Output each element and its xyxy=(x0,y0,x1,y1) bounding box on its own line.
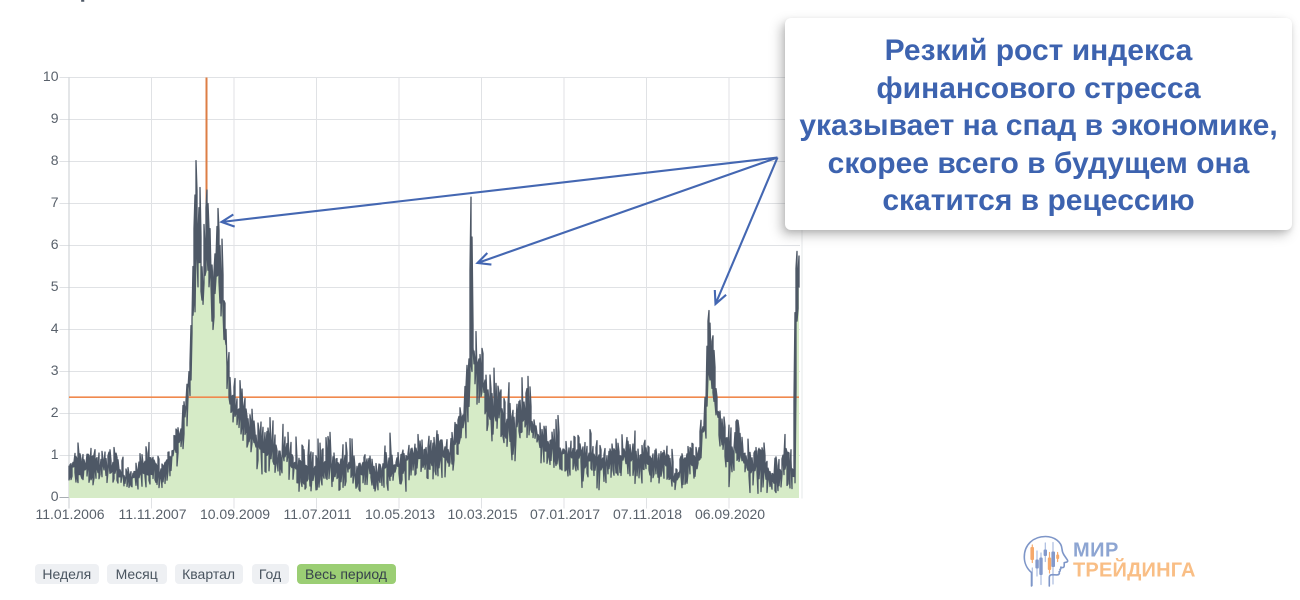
svg-text:9: 9 xyxy=(51,110,59,126)
svg-text:ТРЕЙДИНГА: ТРЕЙДИНГА xyxy=(1073,558,1196,582)
svg-text:07.01.2017: 07.01.2017 xyxy=(530,506,600,522)
svg-text:07.11.2018: 07.11.2018 xyxy=(613,506,682,522)
svg-text:10.03.2015: 10.03.2015 xyxy=(447,506,517,522)
svg-text:10.05.2013: 10.05.2013 xyxy=(365,506,435,522)
svg-text:11.01.2006: 11.01.2006 xyxy=(35,506,104,522)
svg-text:2: 2 xyxy=(51,404,59,420)
svg-text:06.09.2020: 06.09.2020 xyxy=(695,506,765,522)
svg-text:3: 3 xyxy=(51,362,59,378)
svg-text:МИР: МИР xyxy=(1073,540,1119,562)
svg-text:8: 8 xyxy=(51,152,59,168)
svg-text:1: 1 xyxy=(51,446,59,462)
svg-text:6: 6 xyxy=(51,236,59,252)
svg-text:10: 10 xyxy=(43,68,59,84)
svg-text:4: 4 xyxy=(51,320,59,336)
svg-text:11.11.2007: 11.11.2007 xyxy=(119,506,187,522)
svg-text:0: 0 xyxy=(51,488,59,504)
svg-text:11.07.2011: 11.07.2011 xyxy=(284,506,352,522)
svg-text:10.09.2009: 10.09.2009 xyxy=(200,506,270,522)
svg-text:5: 5 xyxy=(51,278,59,294)
svg-text:7: 7 xyxy=(51,194,59,210)
